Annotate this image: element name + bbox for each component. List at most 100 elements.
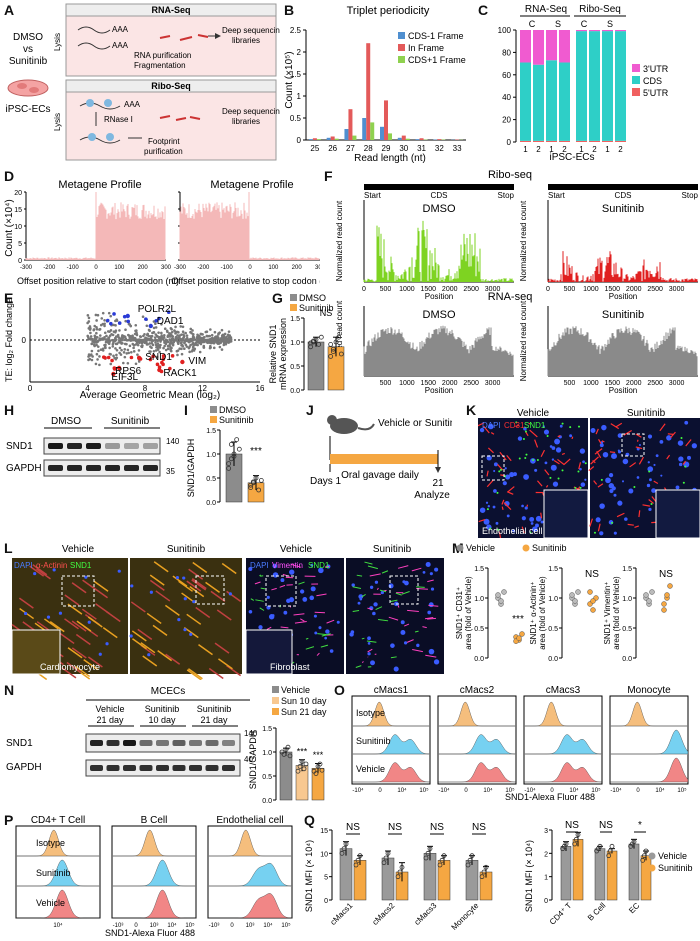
data-point bbox=[469, 853, 475, 859]
data-point bbox=[211, 338, 214, 342]
nucleus bbox=[351, 583, 355, 587]
fiber bbox=[87, 616, 103, 628]
nucleus bbox=[512, 529, 516, 533]
nucleus bbox=[675, 485, 680, 490]
row-label: Isotype bbox=[356, 708, 385, 718]
snd1-signal bbox=[489, 527, 492, 530]
panel-l-dapi-2: DAPI bbox=[250, 561, 269, 570]
nucleus bbox=[280, 578, 285, 583]
nucleus bbox=[584, 478, 587, 481]
cd31-signal bbox=[478, 518, 486, 523]
snd1-signal bbox=[515, 421, 518, 424]
vimentin-signal bbox=[412, 648, 423, 653]
tick-label: 1 bbox=[579, 145, 584, 154]
day-label: 21 day bbox=[96, 715, 124, 725]
panel-l-vehicle-2: Vehicle bbox=[280, 544, 313, 555]
cd31-signal bbox=[557, 434, 561, 438]
panel-b-title: Triplet periodicity bbox=[347, 5, 430, 17]
vimentin-signal bbox=[367, 607, 373, 610]
band-snd1 bbox=[189, 740, 202, 746]
data-point bbox=[333, 339, 339, 345]
tick-label: 0 bbox=[544, 898, 548, 905]
tick-label: 10⁴ bbox=[53, 922, 63, 929]
nucleus bbox=[349, 632, 354, 637]
data-point bbox=[118, 329, 121, 332]
data-point bbox=[481, 869, 487, 875]
tick-label: 1.0 bbox=[474, 596, 484, 603]
snd1-signal bbox=[414, 630, 419, 633]
sunitinib-point bbox=[667, 583, 673, 589]
fiber bbox=[221, 562, 237, 575]
tick-label: 1.0 bbox=[290, 340, 300, 347]
vimentin-signal bbox=[406, 639, 414, 643]
nucleus bbox=[609, 489, 614, 494]
band-gapdh bbox=[90, 765, 103, 771]
panel-j-21: 21 bbox=[432, 478, 444, 489]
nucleus bbox=[523, 474, 529, 480]
fiber bbox=[189, 585, 205, 598]
fiber bbox=[183, 626, 199, 639]
tick-label: 0 bbox=[28, 384, 33, 393]
data-point bbox=[95, 331, 98, 335]
data-point bbox=[137, 349, 141, 352]
data-point bbox=[330, 349, 336, 354]
fiber bbox=[153, 561, 169, 573]
data-point bbox=[87, 335, 90, 339]
fiber bbox=[195, 606, 211, 619]
tick-label: 0 bbox=[378, 788, 382, 794]
histogram bbox=[524, 762, 603, 783]
tick-label: 16 bbox=[256, 384, 265, 393]
data-point bbox=[136, 353, 139, 356]
fiber bbox=[59, 632, 75, 645]
sunitinib-point bbox=[590, 598, 596, 604]
data-point bbox=[107, 311, 111, 315]
cd31-signal bbox=[616, 512, 625, 518]
legend-swatch bbox=[398, 56, 405, 63]
data-point bbox=[159, 338, 163, 342]
nucleus bbox=[509, 472, 515, 478]
panel-l-vehicle-1: Vehicle bbox=[62, 544, 95, 555]
legend-label: DMSO bbox=[219, 405, 246, 415]
data-point bbox=[157, 335, 161, 339]
group-label: B Cell bbox=[586, 901, 608, 923]
nucleus bbox=[521, 504, 524, 508]
group-sub-label: C bbox=[529, 19, 536, 29]
fiber bbox=[93, 580, 109, 592]
data-point bbox=[125, 342, 128, 346]
cd31-signal bbox=[592, 459, 596, 464]
data-point bbox=[313, 337, 319, 342]
data-point bbox=[153, 336, 157, 339]
nucleus bbox=[678, 462, 683, 467]
nucleus bbox=[559, 424, 563, 428]
vimentin-signal bbox=[397, 605, 400, 608]
panel-label-d: D bbox=[4, 168, 15, 184]
band-gapdh bbox=[139, 765, 153, 771]
data-point bbox=[256, 487, 262, 493]
nucleus bbox=[530, 522, 534, 525]
fiber bbox=[191, 579, 207, 591]
data-point bbox=[169, 349, 173, 352]
band-gapdh bbox=[143, 465, 158, 471]
data-point bbox=[130, 337, 133, 340]
bar bbox=[594, 848, 606, 901]
snd1-signal bbox=[390, 656, 397, 659]
bar-5utr bbox=[576, 140, 587, 142]
mouse-icon bbox=[327, 415, 375, 434]
bar-5utr bbox=[546, 140, 557, 142]
nucleus bbox=[666, 435, 672, 441]
snd1-signal bbox=[561, 422, 564, 425]
snd1-signal bbox=[524, 430, 527, 433]
bar bbox=[397, 137, 402, 140]
fiber bbox=[178, 580, 193, 592]
axis-label: Position bbox=[425, 386, 453, 393]
gene-point bbox=[180, 359, 185, 365]
nucleus bbox=[182, 576, 186, 580]
deep-seq-libs-1: libraries bbox=[232, 36, 260, 45]
data-point bbox=[101, 311, 105, 315]
data-point bbox=[122, 361, 125, 365]
tick-label: 0.5 bbox=[622, 626, 632, 633]
data-point bbox=[166, 330, 169, 334]
bar bbox=[308, 139, 313, 140]
data-point bbox=[173, 338, 177, 342]
nucleus bbox=[651, 488, 656, 493]
